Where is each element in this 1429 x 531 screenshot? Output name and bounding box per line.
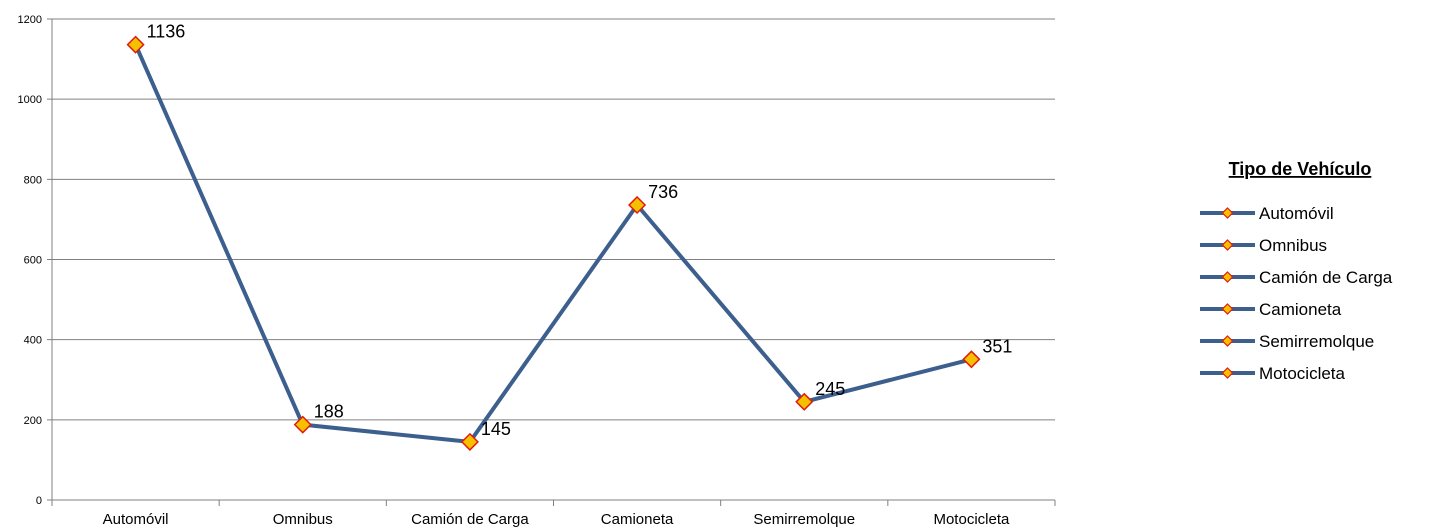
- y-tick-label: 0: [36, 495, 42, 507]
- series-line-path: [133, 43, 972, 444]
- legend: Tipo de Vehículo Automóvil Omnibus Camión …: [1200, 159, 1393, 383]
- legend-label: Camión de Carga: [1259, 268, 1393, 287]
- legend-title: Tipo de Vehículo: [1229, 159, 1372, 179]
- y-axis: 0 200 400 600 800 1000 1200: [18, 14, 53, 507]
- legend-marker-swatch: [1221, 303, 1234, 315]
- x-tick-label: Omnibus: [273, 511, 333, 528]
- data-point: [126, 35, 145, 54]
- gridlines: [47, 18, 1055, 501]
- y-tick-label: 800: [24, 174, 42, 186]
- series-line: [133, 43, 972, 444]
- legend-entry: Camión de Carga: [1200, 268, 1393, 287]
- legend-marker-swatch: [1221, 239, 1234, 251]
- x-tick-label: Motocicleta: [933, 511, 1010, 528]
- data-label: 1136: [147, 22, 186, 42]
- data-label: 245: [815, 379, 845, 399]
- x-tick-label: Automóvil: [103, 511, 169, 528]
- data-point: [795, 392, 814, 411]
- legend-label: Motocicleta: [1259, 364, 1346, 383]
- x-tick-label: Camión de Carga: [411, 511, 529, 528]
- legend-marker-swatch: [1221, 207, 1234, 219]
- legend-entry: Automóvil: [1200, 204, 1334, 223]
- data-label: 145: [481, 419, 511, 439]
- data-labels: 1136 188 145 736 245 351: [147, 22, 1013, 439]
- legend-marker-swatch: [1221, 367, 1234, 379]
- legend-label: Camioneta: [1259, 300, 1342, 319]
- data-point: [628, 195, 647, 215]
- data-point: [460, 432, 479, 451]
- legend-entry: Semirremolque: [1200, 332, 1374, 351]
- x-tick-label: Camioneta: [601, 511, 674, 528]
- legend-label: Automóvil: [1259, 204, 1334, 223]
- y-tick-label: 400: [24, 335, 42, 347]
- y-tick-label: 1200: [18, 14, 42, 26]
- y-tick-label: 600: [24, 255, 42, 267]
- data-markers: [126, 35, 981, 451]
- data-label: 351: [982, 336, 1012, 356]
- x-axis: Automóvil Omnibus Camión de Carga Camioneta…: [51, 499, 1056, 528]
- y-tick-label: 200: [24, 415, 42, 427]
- legend-label: Semirremolque: [1259, 332, 1374, 351]
- data-point: [293, 415, 312, 434]
- y-tick-label: 1000: [18, 94, 42, 106]
- x-tick-label: Semirremolque: [753, 511, 855, 528]
- data-label: 736: [648, 182, 678, 202]
- legend-marker-swatch: [1221, 271, 1234, 283]
- legend-entry: Motocicleta: [1200, 364, 1346, 383]
- legend-label: Omnibus: [1259, 236, 1327, 255]
- legend-entry: Omnibus: [1200, 236, 1327, 255]
- legend-entry: Camioneta: [1200, 300, 1342, 319]
- data-point: [962, 350, 981, 369]
- legend-marker-swatch: [1221, 335, 1234, 347]
- data-label: 188: [314, 402, 344, 422]
